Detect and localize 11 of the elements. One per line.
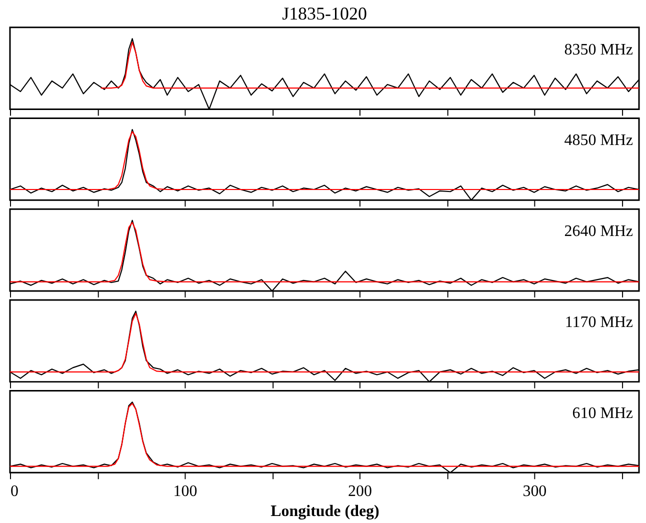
x-tick-label: 300: [522, 483, 547, 500]
x-tick-label: 200: [348, 483, 372, 500]
annotation: 1170 MHz: [564, 314, 634, 331]
annotation: 8350 MHz: [564, 41, 634, 58]
x-tick-label: 100: [173, 483, 198, 500]
chart-title: J1835-1020: [282, 3, 367, 24]
annotation: 610 MHz: [572, 404, 634, 422]
annotation: 4850 MHz: [564, 132, 634, 150]
x-axis-title: Longitude (deg): [270, 503, 380, 520]
annotation: 2640 MHz: [564, 223, 634, 240]
x-tick-label: 0: [10, 483, 18, 500]
